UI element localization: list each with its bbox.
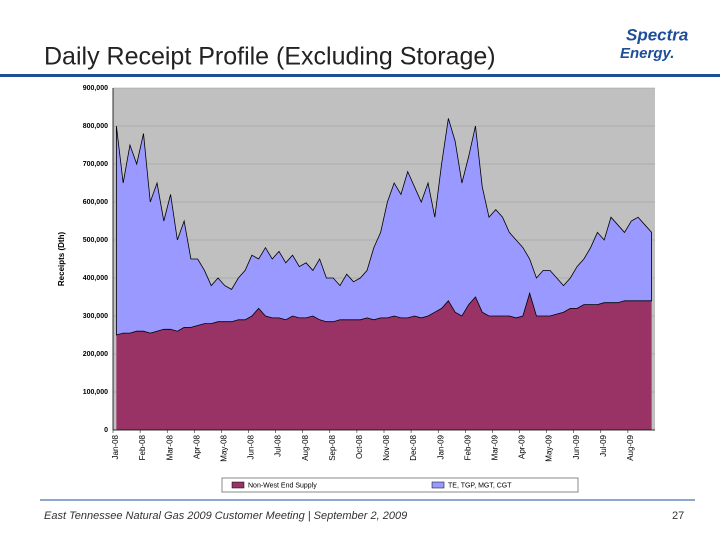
legend-box [221, 477, 579, 493]
legend-swatch [431, 481, 445, 489]
y-axis-label: Receipts (Dth) [57, 232, 66, 287]
y-tick-label: 900,000 [83, 85, 108, 92]
x-tick-label: May-09 [545, 434, 554, 461]
title-rule [0, 74, 720, 77]
page-number: 27 [672, 510, 684, 522]
y-tick-label: 800,000 [83, 123, 108, 130]
x-tick-label: Mar-09 [491, 434, 500, 460]
x-tick-label: Aug-09 [626, 434, 635, 460]
y-tick-label: 200,000 [83, 351, 108, 358]
slide-title: Daily Receipt Profile (Excluding Storage… [44, 43, 496, 71]
area [116, 293, 652, 430]
area [115, 118, 653, 336]
x-tick-label: Jun-09 [572, 434, 581, 459]
x-tick-label: Feb-09 [463, 434, 472, 460]
y-tick-label: 0 [104, 427, 108, 434]
x-tick-label: Nov-08 [382, 434, 391, 460]
legend-swatch [231, 481, 245, 489]
x-tick-label: Feb-08 [138, 434, 147, 460]
x-tick-label: Dec-08 [409, 434, 418, 460]
x-tick-label: Mar-08 [165, 434, 174, 460]
x-tick-label: Aug-08 [301, 434, 310, 460]
x-tick-label: Apr-08 [192, 434, 201, 459]
y-tick-label: 100,000 [83, 389, 108, 396]
y-tick-label: 700,000 [83, 161, 108, 168]
footer-text: East Tennessee Natural Gas 2009 Customer… [44, 510, 407, 522]
y-tick-label: 400,000 [83, 275, 108, 282]
legend-label: Non-West End Supply [248, 482, 317, 489]
x-tick-label: Oct-08 [355, 434, 364, 459]
y-tick-label: 300,000 [83, 313, 108, 320]
x-tick-label: Sep-08 [328, 434, 337, 460]
logo-bottom: Energy. [620, 45, 674, 62]
logo-top: Spectra [626, 25, 688, 44]
x-tick-label: May-08 [220, 434, 229, 461]
x-tick-label: Jan-08 [111, 434, 120, 459]
y-tick-label: 500,000 [83, 237, 108, 244]
x-tick-label: Apr-09 [518, 434, 527, 459]
legend-label: TE, TGP, MGT, CGT [448, 482, 512, 489]
y-tick-label: 600,000 [83, 199, 108, 206]
x-tick-label: Jan-09 [436, 434, 445, 459]
x-tick-label: Jul-09 [599, 434, 608, 456]
x-tick-label: Jul-08 [274, 434, 283, 456]
x-tick-label: Jun-08 [247, 434, 256, 459]
